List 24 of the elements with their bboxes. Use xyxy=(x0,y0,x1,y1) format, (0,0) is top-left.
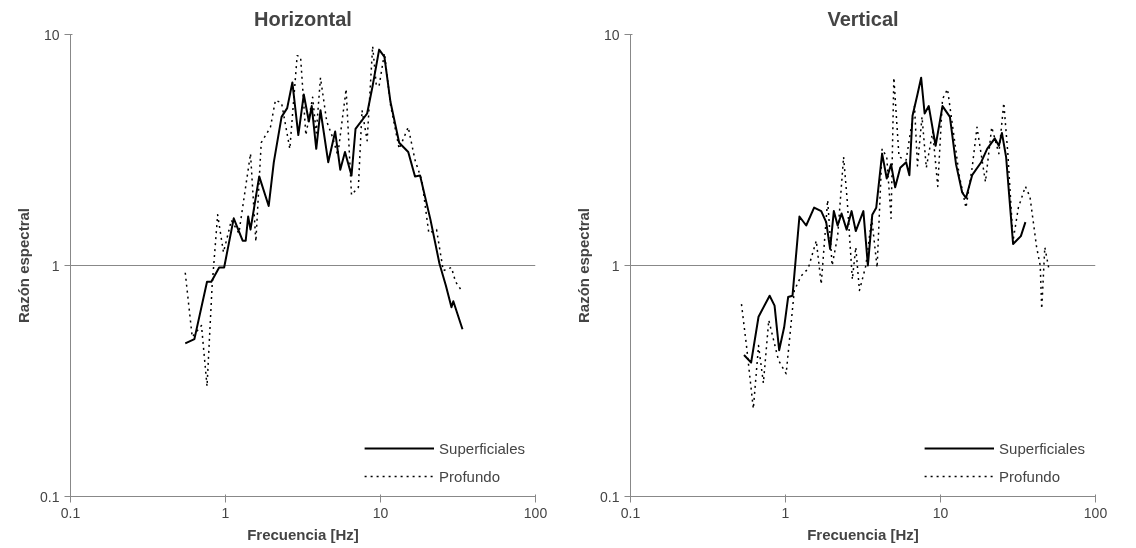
x-tick-label: 0.1 xyxy=(620,504,641,521)
y-axis-title: Razón espectral xyxy=(15,207,33,324)
x-tick-label: 10 xyxy=(372,504,389,521)
x-axis-title: Frecuencia [Hz] xyxy=(807,525,919,543)
x-tick-label: 100 xyxy=(1083,504,1108,521)
legend-label: Profundo xyxy=(999,467,1060,485)
chart-title: Vertical xyxy=(827,7,899,30)
y-axis-title: Razón espectral xyxy=(575,207,593,324)
x-tick-label: 1 xyxy=(221,504,230,521)
legend-label: Superficiales xyxy=(439,439,525,457)
legend-label: Profundo xyxy=(439,467,500,485)
legend-label: Superficiales xyxy=(999,439,1085,457)
x-tick-label: 10 xyxy=(932,504,949,521)
y-tick-label: 10 xyxy=(43,26,60,43)
y-tick-label: 1 xyxy=(611,257,620,274)
y-tick-label: 0.1 xyxy=(40,488,60,505)
x-tick-label: 0.1 xyxy=(60,504,81,521)
x-axis-title: Frecuencia [Hz] xyxy=(247,525,359,543)
y-tick-label: 1 xyxy=(51,257,60,274)
x-tick-label: 100 xyxy=(523,504,548,521)
chart-title: Horizontal xyxy=(254,7,352,30)
y-tick-label: 0.1 xyxy=(600,488,620,505)
y-tick-label: 10 xyxy=(603,26,620,43)
x-tick-label: 1 xyxy=(781,504,790,521)
